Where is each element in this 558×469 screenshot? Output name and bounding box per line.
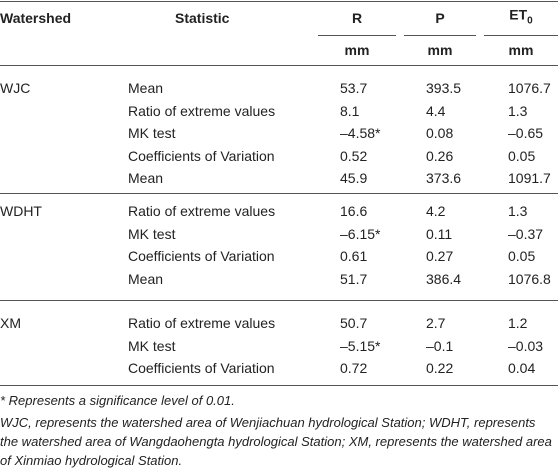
cell: 1.3 <box>508 203 528 219</box>
cell: 2.7 <box>426 315 446 331</box>
cell: 386.4 <box>426 270 462 287</box>
cell: 0.04 <box>508 360 536 376</box>
cell: 373.6 <box>426 170 462 186</box>
statistic: Ratio of extreme values <box>128 102 276 119</box>
cell: 0.61 <box>340 248 368 264</box>
cell: 1.3 <box>508 102 528 119</box>
cell: 0.08 <box>426 125 454 141</box>
watershed: WJC <box>0 80 31 96</box>
cell: 0.22 <box>426 360 454 376</box>
statistic: Mean <box>128 170 164 186</box>
cell: 0.72 <box>340 360 368 376</box>
cell: –0.03 <box>508 337 544 354</box>
column-header: ET0 <box>484 6 558 31</box>
statistic: Ratio of extreme values <box>128 203 276 219</box>
cell: –0.65 <box>508 125 544 141</box>
cell: –5.15* <box>340 337 381 354</box>
cell: 53.7 <box>340 80 368 96</box>
statistic: MK test <box>128 337 176 354</box>
cell: 4.4 <box>426 102 446 119</box>
cell: 0.11 <box>426 225 453 242</box>
unit: mm <box>508 42 534 58</box>
cell: 1.2 <box>508 315 528 331</box>
statistic: Mean <box>128 270 164 287</box>
cell: 8.1 <box>340 102 360 119</box>
statistic: MK test <box>128 125 176 141</box>
column-header: R <box>351 10 363 26</box>
statistic: Ratio of extreme values <box>128 315 276 331</box>
cell: 0.05 <box>508 248 536 264</box>
cell: 0.05 <box>508 147 536 164</box>
rule <box>318 35 396 36</box>
statistic: Coefficients of Variation <box>128 248 275 264</box>
cell: 45.9 <box>340 170 368 186</box>
footnote: WJC, represents the watershed area of We… <box>0 415 552 468</box>
footnote: * Represents a significance level of 0.0… <box>0 393 235 408</box>
cell: 0.26 <box>426 147 454 164</box>
statistic: MK test <box>128 225 176 242</box>
cell: 1076.8 <box>508 270 551 287</box>
cell: –6.15* <box>340 225 381 242</box>
cell: 0.27 <box>426 248 454 264</box>
rule <box>0 1 558 2</box>
column-header: Watershed <box>0 10 72 26</box>
rule <box>484 35 558 36</box>
statistic: Coefficients of Variation <box>128 147 275 164</box>
column-header-text: ET <box>509 6 528 23</box>
cell: 4.2 <box>426 203 446 219</box>
cell: 16.6 <box>340 203 368 219</box>
cell: 0.52 <box>340 147 368 164</box>
rule <box>404 35 476 36</box>
column-header: Statistic <box>175 10 230 26</box>
subscript: 0 <box>527 15 533 27</box>
statistic: Mean <box>128 80 164 96</box>
cell: –0.37 <box>508 225 544 242</box>
cell: 1091.7 <box>508 170 551 186</box>
rule <box>0 65 558 66</box>
rule <box>0 193 558 194</box>
rule <box>0 300 558 301</box>
cell: –0.1 <box>426 337 454 354</box>
cell: –4.58* <box>340 125 381 141</box>
unit: mm <box>344 42 370 58</box>
unit: mm <box>427 42 453 58</box>
cell: 393.5 <box>426 80 462 96</box>
column-header: P <box>435 10 445 26</box>
cell: 51.7 <box>340 270 368 287</box>
cell: 1076.7 <box>508 80 551 96</box>
watershed: XM <box>0 315 21 331</box>
statistic: Coefficients of Variation <box>128 360 275 376</box>
watershed: WDHT <box>0 203 42 219</box>
rule <box>0 385 558 386</box>
cell: 50.7 <box>340 315 368 331</box>
